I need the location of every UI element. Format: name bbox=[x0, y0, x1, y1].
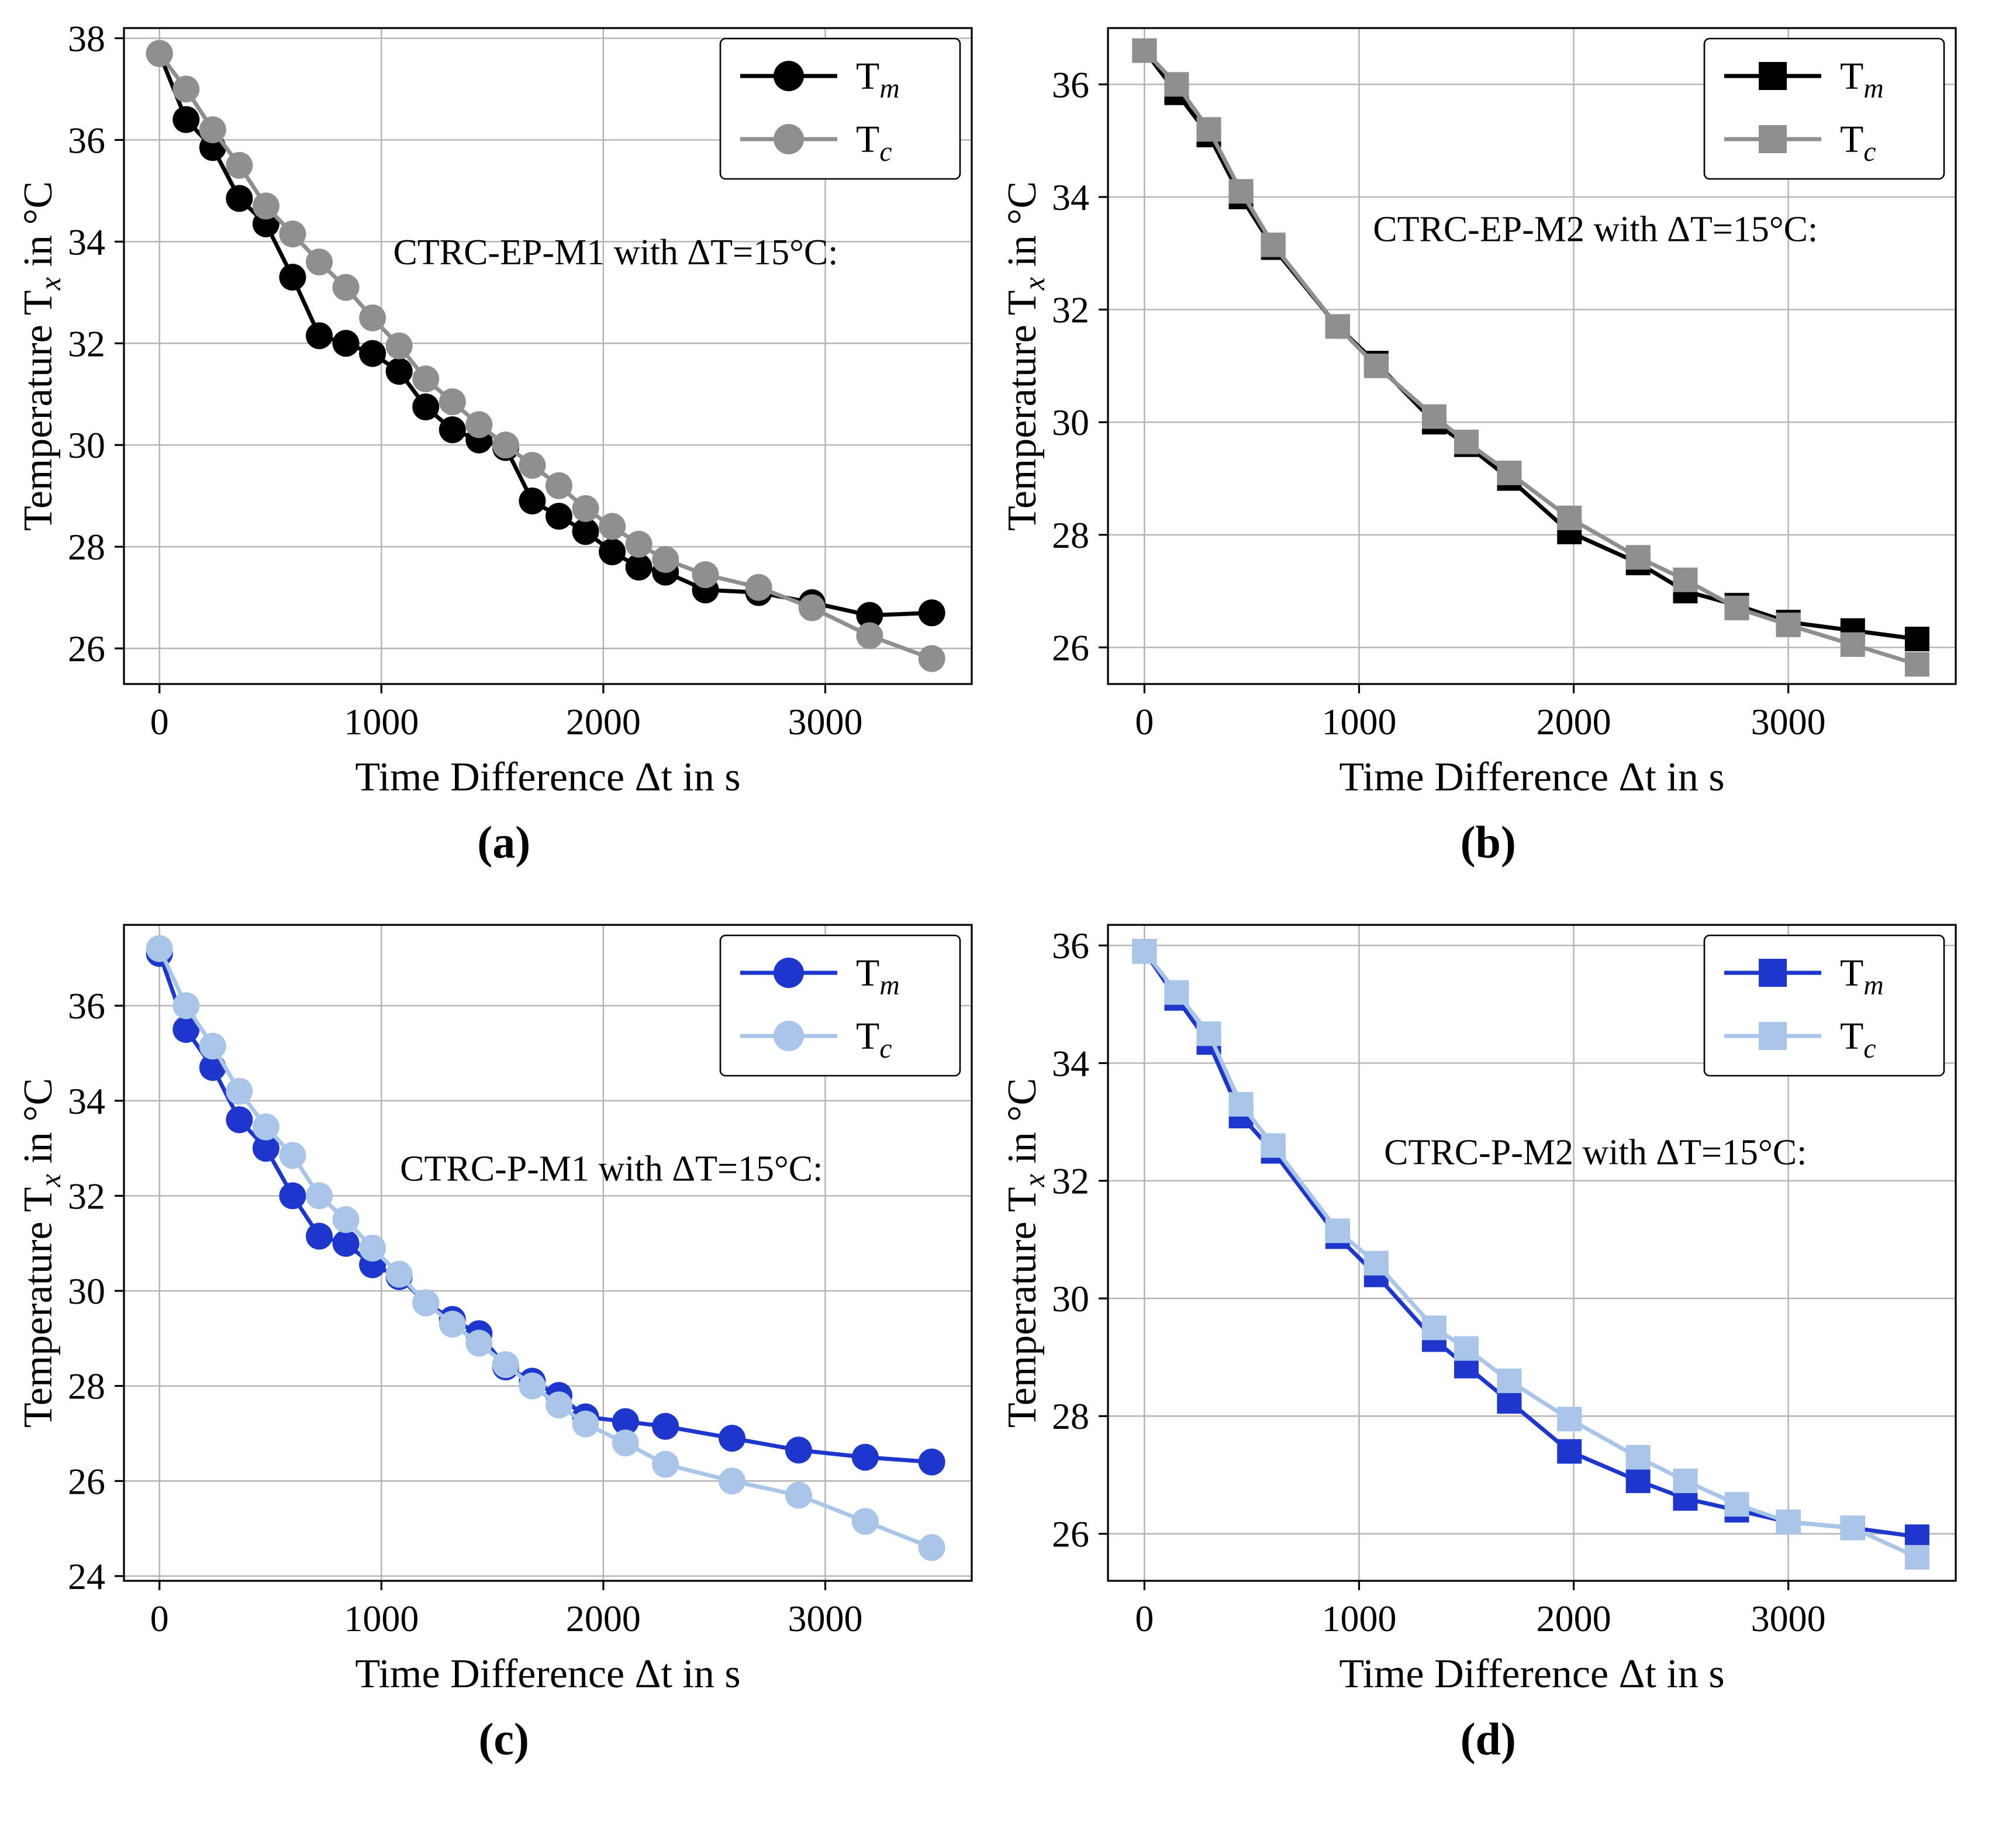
caption-d: (d) bbox=[1460, 1714, 1516, 1764]
chart-a: 0 1000 2000 3000 26 28 30 32 34 36 38 Time Differen… bbox=[16, 11, 989, 800]
svg-text:3000: 3000 bbox=[788, 701, 862, 742]
svg-text:1000: 1000 bbox=[344, 1598, 419, 1639]
svg-text:Temperature Tx in °C: Temperature Tx in °C bbox=[19, 181, 67, 531]
svg-text:Tm: Tm bbox=[1840, 55, 1884, 104]
svg-text:34: 34 bbox=[1052, 177, 1089, 218]
svg-text:32: 32 bbox=[68, 323, 105, 364]
svg-text:26: 26 bbox=[68, 1460, 105, 1502]
svg-text:30: 30 bbox=[68, 1270, 105, 1312]
svg-text:38: 38 bbox=[68, 18, 105, 59]
svg-text:1000: 1000 bbox=[344, 701, 419, 742]
svg-text:30: 30 bbox=[1052, 402, 1089, 443]
svg-text:0: 0 bbox=[1135, 701, 1154, 742]
caption-a: (a) bbox=[477, 817, 531, 868]
svg-text:28: 28 bbox=[68, 1366, 105, 1407]
svg-text:CTRC-P-M1 with ΔT=15°C:: CTRC-P-M1 with ΔT=15°C: bbox=[400, 1149, 823, 1189]
svg-text:34: 34 bbox=[1052, 1042, 1089, 1084]
svg-text:Temperature Tx in °C: Temperature Tx in °C bbox=[1003, 1078, 1051, 1428]
svg-text:2000: 2000 bbox=[566, 1598, 641, 1639]
svg-text:0: 0 bbox=[150, 1598, 168, 1639]
svg-text:2000: 2000 bbox=[566, 701, 641, 742]
caption-b: (b) bbox=[1460, 817, 1516, 868]
svg-text:Temperature Tx in °C: Temperature Tx in °C bbox=[19, 1078, 67, 1428]
svg-text:32: 32 bbox=[1052, 289, 1089, 331]
svg-text:Tm: Tm bbox=[1840, 952, 1884, 1001]
svg-text:32: 32 bbox=[1052, 1160, 1089, 1202]
svg-text:26: 26 bbox=[1052, 1513, 1089, 1555]
svg-text:34: 34 bbox=[68, 1080, 105, 1122]
svg-text:Temperature Tx in °C: Temperature Tx in °C bbox=[1003, 181, 1051, 531]
svg-text:Tc: Tc bbox=[1840, 118, 1876, 167]
svg-text:1000: 1000 bbox=[1322, 701, 1397, 742]
svg-text:0: 0 bbox=[150, 701, 168, 742]
svg-text:36: 36 bbox=[1052, 925, 1089, 966]
svg-text:Time Difference Δt in s: Time Difference Δt in s bbox=[1339, 1652, 1725, 1697]
subplot-b: 0 1000 2000 3000 26 28 30 32 34 36 Time Difference… bbox=[996, 11, 1981, 907]
svg-text:30: 30 bbox=[1052, 1278, 1089, 1319]
svg-text:28: 28 bbox=[1052, 514, 1089, 556]
svg-text:Time Difference Δt in s: Time Difference Δt in s bbox=[355, 1652, 740, 1697]
svg-text:Tm: Tm bbox=[856, 952, 900, 1001]
svg-text:3000: 3000 bbox=[1751, 701, 1826, 742]
svg-text:CTRC-EP-M1 with ΔT=15°C:: CTRC-EP-M1 with ΔT=15°C: bbox=[393, 233, 838, 272]
svg-text:34: 34 bbox=[68, 221, 105, 262]
svg-text:3000: 3000 bbox=[788, 1598, 862, 1639]
svg-text:26: 26 bbox=[68, 628, 105, 669]
svg-text:30: 30 bbox=[68, 424, 105, 466]
svg-text:36: 36 bbox=[68, 119, 105, 161]
svg-text:Tc: Tc bbox=[856, 1015, 892, 1064]
svg-text:32: 32 bbox=[68, 1175, 105, 1217]
svg-text:Tc: Tc bbox=[856, 118, 892, 167]
subplot-a: 0 1000 2000 3000 26 28 30 32 34 36 38 Time Differen… bbox=[12, 11, 996, 907]
svg-text:36: 36 bbox=[1052, 64, 1089, 105]
subplot-d: 0 1000 2000 3000 26 28 30 32 34 36 Time Difference… bbox=[996, 907, 1981, 1804]
svg-text:24: 24 bbox=[68, 1556, 105, 1597]
svg-text:1000: 1000 bbox=[1322, 1598, 1397, 1639]
svg-text:28: 28 bbox=[68, 526, 105, 568]
svg-text:2000: 2000 bbox=[1537, 1598, 1611, 1639]
subplot-c: 0 1000 2000 3000 24 26 28 30 32 34 36 Time Differen… bbox=[12, 907, 996, 1804]
svg-text:CTRC-EP-M2 with ΔT=15°C:: CTRC-EP-M2 with ΔT=15°C: bbox=[1373, 210, 1818, 250]
svg-text:0: 0 bbox=[1135, 1598, 1154, 1639]
svg-text:28: 28 bbox=[1052, 1396, 1089, 1437]
svg-text:Tc: Tc bbox=[1840, 1015, 1876, 1064]
svg-text:26: 26 bbox=[1052, 627, 1089, 668]
svg-text:2000: 2000 bbox=[1537, 701, 1611, 742]
figure-grid: 0 1000 2000 3000 26 28 30 32 34 36 38 Time Differen… bbox=[12, 11, 1981, 1804]
svg-text:Time Difference Δt in s: Time Difference Δt in s bbox=[355, 755, 740, 800]
chart-d: 0 1000 2000 3000 26 28 30 32 34 36 Time Difference… bbox=[1000, 907, 1974, 1697]
svg-text:Tm: Tm bbox=[856, 55, 900, 104]
caption-c: (c) bbox=[478, 1714, 530, 1764]
svg-text:Time Difference Δt in s: Time Difference Δt in s bbox=[1339, 755, 1725, 800]
chart-b: 0 1000 2000 3000 26 28 30 32 34 36 Time Difference… bbox=[1000, 11, 1974, 800]
svg-text:CTRC-P-M2 with ΔT=15°C:: CTRC-P-M2 with ΔT=15°C: bbox=[1384, 1133, 1807, 1173]
svg-text:3000: 3000 bbox=[1751, 1598, 1826, 1639]
svg-text:36: 36 bbox=[68, 985, 105, 1027]
chart-c: 0 1000 2000 3000 24 26 28 30 32 34 36 Time Differen… bbox=[16, 907, 989, 1697]
